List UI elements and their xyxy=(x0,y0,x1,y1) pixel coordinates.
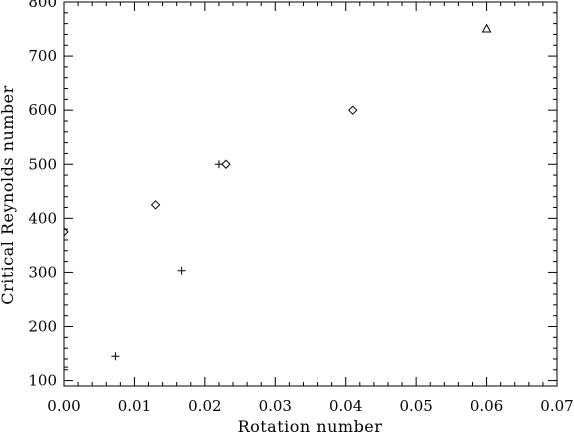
x-axis-ticks xyxy=(63,2,558,386)
diamond-marker xyxy=(348,105,358,115)
x-tick-label: 0.05 xyxy=(399,397,432,415)
triangle-marker xyxy=(481,23,492,33)
plus-marker xyxy=(64,363,68,372)
x-axis-tick-labels: 0.00 0.01 0.02 0.03 0.04 0.05 0.06 0.07 xyxy=(47,397,573,415)
diamond-marker xyxy=(150,200,161,210)
y-tick-label: 300 xyxy=(28,263,57,281)
x-axis-label: Rotation number xyxy=(238,417,383,433)
y-tick-label: 500 xyxy=(28,155,57,173)
x-tick-label: 0.00 xyxy=(47,397,80,415)
plus-marker xyxy=(177,266,186,275)
x-tick-label: 0.01 xyxy=(118,397,151,415)
plus-marker xyxy=(111,352,120,361)
y-tick-label: 800 xyxy=(28,0,57,11)
diamond-marker xyxy=(221,159,231,169)
x-tick-label: 0.02 xyxy=(188,397,221,415)
x-tick-label: 0.04 xyxy=(329,397,362,415)
data-markers xyxy=(64,23,492,372)
y-tick-label: 700 xyxy=(28,47,57,65)
y-tick-label: 600 xyxy=(28,101,57,119)
plot-frame xyxy=(63,1,558,387)
y-axis-tick-labels: 100 200 300 400 500 600 700 800 xyxy=(28,0,57,390)
x-tick-label: 0.06 xyxy=(470,397,503,415)
diamond-marker xyxy=(64,227,69,237)
x-tick-label: 0.03 xyxy=(259,397,292,415)
y-axis-label: Critical Reynolds number xyxy=(0,85,17,305)
y-tick-label: 400 xyxy=(28,209,57,227)
y-tick-label: 200 xyxy=(28,318,57,336)
y-axis-ticks xyxy=(64,1,557,382)
x-tick-label: 0.07 xyxy=(540,397,573,415)
plot-area-border xyxy=(63,1,558,387)
y-tick-label: 100 xyxy=(28,372,57,390)
